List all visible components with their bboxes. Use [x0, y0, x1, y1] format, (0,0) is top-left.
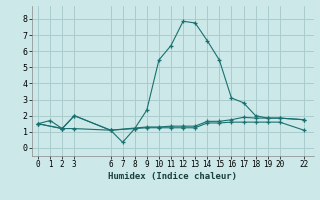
X-axis label: Humidex (Indice chaleur): Humidex (Indice chaleur)	[108, 172, 237, 181]
